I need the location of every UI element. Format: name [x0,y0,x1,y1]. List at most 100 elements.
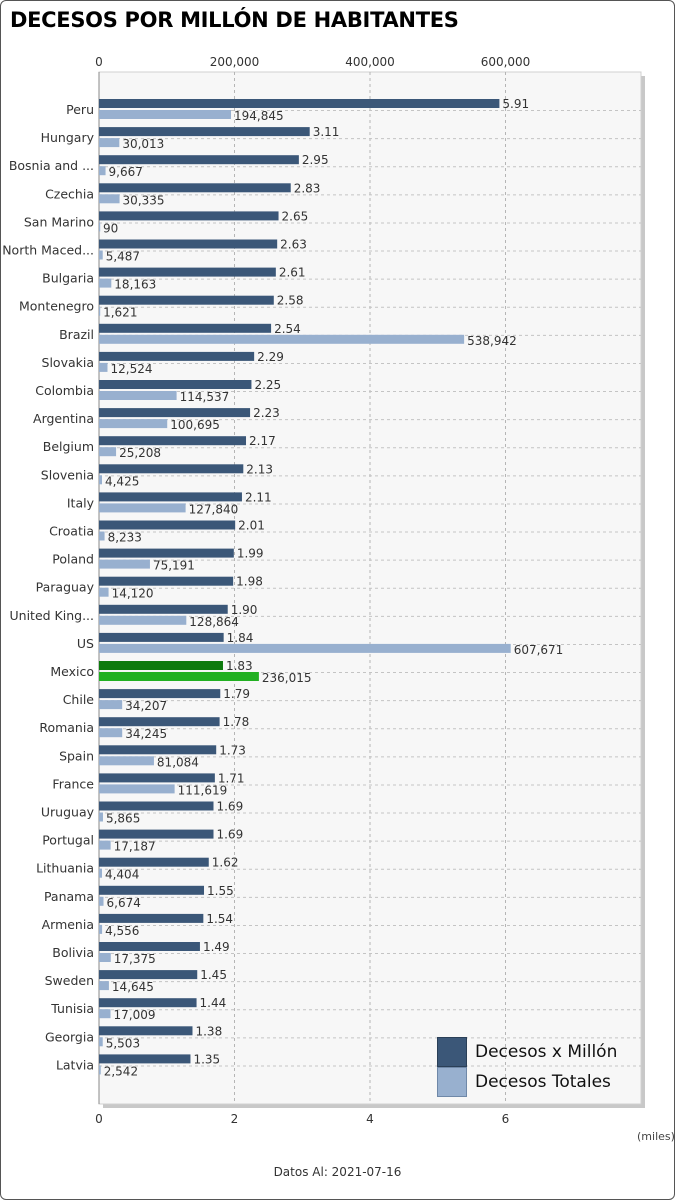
data-label-total: 14,645 [112,980,154,994]
category-label: Tunisia [50,1001,94,1016]
data-label-per-million: 2.25 [254,378,281,392]
bar-per-million [99,857,209,867]
data-label-total: 30,013 [122,137,164,151]
bar-per-million [99,885,205,895]
bar-per-million [99,408,251,418]
footer-date: Datos Al: 2021-07-16 [273,1165,402,1179]
top-axis-tick-label: 600,000 [481,55,531,69]
data-label-per-million: 1.35 [193,1052,220,1066]
category-label: Colombia [35,383,94,398]
bar-per-million [99,829,214,839]
category-label: Bulgaria [42,271,94,286]
top-axis-tick-label: 400,000 [345,55,395,69]
bar-total [99,362,108,372]
bar-per-million [99,520,236,530]
bar-per-million [99,267,276,277]
category-label: North Maced... [2,243,94,258]
bar-per-million [99,745,217,755]
bar-per-million [99,323,272,333]
category-label: Portugal [42,833,94,848]
data-label-total: 127,840 [189,502,239,516]
data-label-total: 17,009 [114,1008,156,1022]
data-label-per-million: 1.78 [223,715,250,729]
bar-total [99,1065,101,1075]
bar-total [99,812,103,822]
category-label: Montenegro [19,299,94,314]
data-label-total: 18,163 [114,278,156,292]
data-label-total: 4,425 [105,474,139,488]
data-label-total: 25,208 [119,446,161,460]
data-label-total: 17,187 [114,840,156,854]
data-label-total: 9,667 [109,165,143,179]
category-label: Chile [63,692,95,707]
bar-total [99,222,101,232]
data-label-per-million: 2.11 [245,490,272,504]
data-label-per-million: 1.79 [223,687,250,701]
bar-total [99,924,103,934]
data-label-total: 236,015 [262,671,312,685]
category-label: Brazil [59,327,94,342]
data-label-per-million: 1.49 [203,940,230,954]
data-label-total: 1,621 [103,306,137,320]
bar-total [99,587,109,597]
bar-total [99,1009,111,1019]
data-label-total: 90 [103,221,118,235]
bottom-axis-tick-label: 6 [502,1112,510,1126]
bar-per-million [99,211,279,221]
units-label: (miles) [637,1130,675,1143]
category-label: Italy [67,495,95,510]
bar-per-million [99,998,197,1008]
category-label: Peru [66,102,94,117]
category-label: Czechia [45,186,94,201]
bar-total [99,503,186,513]
chart-legend: Decesos x Millón Decesos Totales [437,1037,637,1097]
category-label: Paraguay [36,580,95,595]
bar-total [99,334,465,344]
data-label-total: 12,524 [110,362,152,376]
data-label-total: 75,191 [153,559,195,573]
bar-total [99,419,168,429]
data-label-per-million: 1.73 [219,743,246,757]
bar-total [99,756,154,766]
data-label-per-million: 1.99 [237,547,264,561]
bar-per-million [99,1026,193,1036]
bar-total [99,896,104,906]
bar-total [99,138,120,148]
category-label: Croatia [49,524,94,539]
data-label-total: 538,942 [467,334,517,348]
bar-total [99,559,150,569]
category-label: Poland [52,552,94,567]
category-label: Belgium [43,439,94,454]
bar-total [99,391,177,400]
data-label-total: 194,845 [234,109,284,123]
data-label-per-million: 1.71 [218,771,245,785]
bar-per-million [99,970,198,980]
bar-per-million [99,913,204,923]
category-label: San Marino [24,214,94,229]
bar-total [99,728,123,738]
data-label-per-million: 5.91 [502,97,529,111]
data-label-per-million: 1.44 [200,996,227,1010]
bar-per-million [99,492,242,502]
category-label: Lithuania [36,861,94,876]
category-label: France [52,776,94,791]
category-label: Latvia [56,1057,94,1072]
bar-total [99,194,120,204]
bar-per-million [99,942,200,951]
bar-per-million [99,351,255,361]
data-label-total: 100,695 [170,418,220,432]
bar-per-million [99,464,244,474]
category-label: Argentina [33,411,94,426]
data-label-per-million: 1.83 [226,659,253,673]
bar-total [99,643,511,653]
data-label-per-million: 1.98 [236,575,263,589]
bar-per-million [99,689,221,699]
bar-total [99,868,102,878]
bar-per-million [99,155,299,165]
bar-per-million [99,632,224,642]
legend-item-total: Decesos Totales [437,1067,637,1097]
data-label-per-million: 2.01 [238,519,265,533]
data-label-per-million: 2.65 [282,209,309,223]
bar-per-million [99,127,310,137]
